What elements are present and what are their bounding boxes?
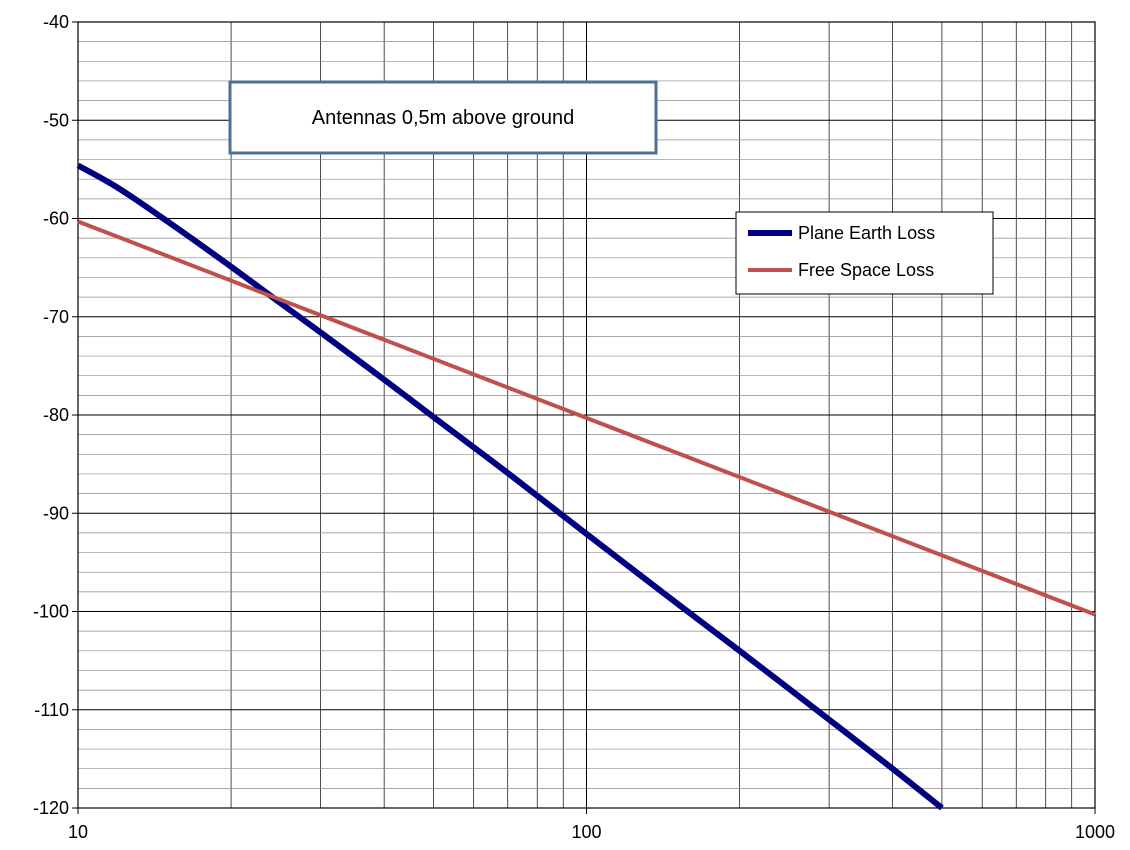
legend: Plane Earth Loss Free Space Loss: [735, 211, 994, 295]
annotation-text: Antennas 0,5m above ground: [312, 107, 574, 129]
series-layer: [76, 162, 1096, 811]
y-tick-label: -60: [43, 209, 69, 229]
y-tick-label: -120: [33, 798, 69, 818]
series-line-free-space-loss: [77, 219, 1096, 617]
series-line-plane-earth-loss: [76, 162, 944, 811]
y-tick-label: -110: [34, 700, 69, 720]
x-tick-label: 1000: [1075, 822, 1115, 842]
y-tick-label: -50: [43, 110, 69, 130]
y-tick-label: -80: [43, 405, 69, 425]
y-tick-label: -90: [43, 503, 69, 523]
x-axis-ticks: 10 100 1000: [68, 808, 1115, 842]
legend-label-plane-earth: Plane Earth Loss: [798, 223, 935, 243]
x-tick-label: 100: [571, 822, 601, 842]
y-tick-label: -40: [43, 12, 69, 32]
legend-label-free-space: Free Space Loss: [798, 260, 934, 280]
y-tick-label: -70: [43, 307, 69, 327]
y-axis-ticks: -40 -50 -60 -70 -80 -90 -100 -110 -120: [33, 12, 78, 818]
annotation-box: Antennas 0,5m above ground: [228, 80, 658, 155]
x-tick-label: 10: [68, 822, 88, 842]
y-tick-label: -100: [33, 602, 69, 622]
